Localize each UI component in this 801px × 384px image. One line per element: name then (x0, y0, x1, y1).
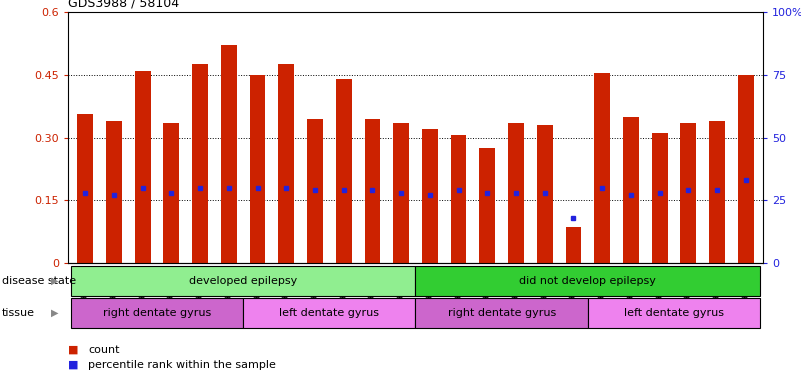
Bar (479, 148, 495, 263)
Bar (279, 64, 294, 263)
Text: ■: ■ (68, 345, 78, 355)
Bar (192, 64, 208, 263)
Bar (588, 298, 760, 328)
Bar (364, 119, 380, 263)
Bar (537, 125, 553, 263)
Bar (508, 123, 524, 263)
Bar (566, 227, 582, 263)
Bar (70, 266, 416, 296)
Text: right dentate gyrus: right dentate gyrus (448, 308, 556, 318)
Bar (336, 79, 352, 263)
Bar (738, 75, 754, 263)
Bar (623, 117, 638, 263)
Bar (163, 123, 179, 263)
Text: right dentate gyrus: right dentate gyrus (103, 308, 211, 318)
Bar (135, 71, 151, 263)
Text: tissue: tissue (2, 308, 34, 318)
Bar (416, 298, 588, 328)
Bar (451, 136, 466, 263)
Text: percentile rank within the sample: percentile rank within the sample (88, 360, 276, 370)
Text: left dentate gyrus: left dentate gyrus (624, 308, 724, 318)
Bar (422, 129, 438, 263)
Bar (221, 45, 237, 263)
Text: disease state: disease state (2, 276, 76, 286)
Bar (106, 121, 122, 263)
Bar (594, 73, 610, 263)
Bar (244, 298, 416, 328)
Text: ■: ■ (68, 360, 78, 370)
Bar (250, 75, 265, 263)
Text: ▶: ▶ (51, 308, 58, 318)
Bar (416, 266, 760, 296)
Text: count: count (88, 345, 119, 355)
Bar (652, 133, 667, 263)
Bar (680, 123, 696, 263)
Bar (307, 119, 323, 263)
Bar (393, 123, 409, 263)
Text: left dentate gyrus: left dentate gyrus (280, 308, 380, 318)
Bar (709, 121, 725, 263)
Text: did not develop epilepsy: did not develop epilepsy (519, 276, 656, 286)
Bar (70, 298, 244, 328)
Bar (78, 114, 93, 263)
Text: developed epilepsy: developed epilepsy (189, 276, 297, 286)
Text: ▶: ▶ (51, 276, 58, 286)
Text: GDS3988 / 58104: GDS3988 / 58104 (68, 0, 179, 10)
